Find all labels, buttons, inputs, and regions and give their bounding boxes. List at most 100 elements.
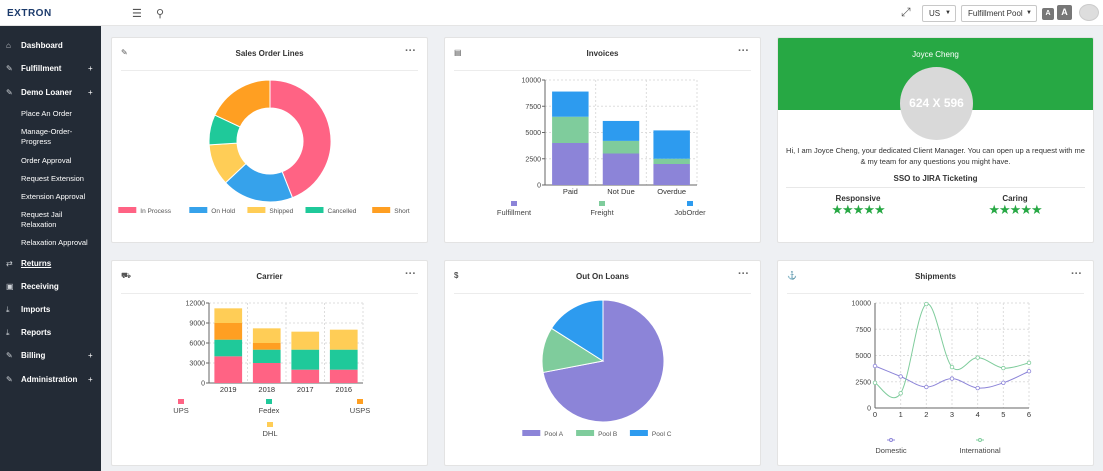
sidebar-item-label: Demo Loaner [21, 88, 73, 97]
legend-label: Cancelled [328, 208, 357, 215]
sidebar-item-label: Receiving [21, 282, 59, 291]
bar-dhl [329, 329, 358, 350]
legend-label: International [959, 446, 1001, 455]
fullscreen-icon[interactable]: ⤢ [901, 5, 911, 19]
legend-swatch [266, 399, 272, 404]
x-tick-label: 2 [924, 410, 928, 419]
dollar-icon: $ [454, 271, 459, 280]
sidebar-item-imports[interactable]: ⤓ Imports [0, 305, 101, 323]
sidebar-item-billing[interactable]: ✎ Billing + [0, 351, 101, 369]
sso-jira-link[interactable]: SSO to JIRA Ticketing [893, 174, 978, 183]
sidebar-item-returns[interactable]: ⇄ Returns [0, 259, 101, 277]
card-title: Invoices [586, 49, 619, 58]
ship-icon: ⚓ [787, 271, 797, 280]
bar-fedex [291, 349, 320, 370]
legend-swatch [178, 399, 184, 404]
sidebar-item-receiving[interactable]: ▣ Receiving [0, 282, 101, 300]
sidebar-item-label: Imports [21, 305, 51, 314]
carrier-card: ⛟ Carrier ··· 0 3000 6000 9000 12000 2019 2018… [111, 260, 428, 466]
sidebar-subitem-request-jail-relaxation[interactable]: Request Jail Relaxation [21, 210, 63, 229]
x-tick-label: 3 [950, 410, 954, 419]
legend-label: Domestic [875, 446, 907, 455]
card-menu-icon[interactable]: ··· [405, 268, 416, 280]
bar-fulfillment [653, 164, 690, 185]
bar-joborder [653, 130, 690, 159]
bar-usps [252, 343, 281, 350]
sidebar-item-label: Dashboard [21, 41, 63, 50]
sidebar-subitem-place-an-order[interactable]: Place An Order [21, 109, 72, 118]
edit-icon: ✎ [6, 351, 13, 360]
x-tick-label: 2018 [258, 385, 275, 394]
edit-icon: ✎ [121, 48, 128, 57]
search-icon[interactable]: ⚲ [156, 8, 165, 20]
card-menu-icon[interactable]: ··· [1071, 268, 1082, 280]
sidebar-item-administration[interactable]: ✎ Administration + [0, 375, 101, 393]
sidebar-item-dashboard[interactable]: ⌂ Dashboard [0, 41, 101, 59]
edit-icon: ✎ [6, 64, 13, 73]
legend-label: Short [394, 208, 410, 215]
divider [454, 293, 751, 294]
x-tick-label: 4 [976, 410, 980, 419]
legend-label: Fulfillment [497, 208, 532, 217]
card-header: ✎ Sales Order Lines ··· [112, 38, 427, 70]
rating-caring: Caring ★★★★★ [955, 194, 1075, 217]
home-icon: ⌂ [6, 41, 11, 50]
rating-responsive: Responsive ★★★★★ [798, 194, 918, 217]
card-title: Sales Order Lines [235, 49, 304, 58]
y-tick-label: 3000 [189, 361, 205, 368]
data-point [898, 391, 903, 396]
exchange-icon: ⇄ [6, 259, 13, 268]
logo[interactable]: EXTRON [7, 8, 52, 19]
font-small-button[interactable]: A [1042, 8, 1054, 20]
pool-select[interactable]: Fulfillment Pool ▼ [961, 5, 1037, 22]
expand-icon[interactable]: + [88, 88, 93, 97]
legend-swatch [357, 399, 363, 404]
legend-label: Pool B [598, 431, 617, 438]
card-menu-icon[interactable]: ··· [738, 268, 749, 280]
truck-icon: ⛟ [121, 271, 132, 280]
expand-icon[interactable]: + [88, 375, 93, 384]
rating-label: Responsive [835, 194, 881, 203]
slice-short [214, 79, 271, 128]
x-tick-label: Overdue [657, 187, 686, 196]
hamburger-menu-icon[interactable]: ☰ [132, 8, 142, 20]
sidebar-item-reports[interactable]: ⤓ Reports [0, 328, 101, 346]
sidebar-subitem-relaxation-approval[interactable]: Relaxation Approval [21, 238, 88, 247]
expand-icon[interactable]: + [88, 64, 93, 73]
data-point [949, 376, 955, 381]
legend-swatch [629, 430, 648, 436]
card-menu-icon[interactable]: ··· [405, 45, 416, 57]
sidebar-subitem-order-approval[interactable]: Order Approval [21, 156, 72, 165]
divider [121, 70, 418, 71]
legend-swatch [267, 422, 273, 427]
sidebar-item-demo-loaner[interactable]: ✎ Demo Loaner + [0, 88, 101, 106]
bar-joborder [602, 120, 640, 141]
font-large-button[interactable]: A [1057, 5, 1072, 20]
expand-icon[interactable]: + [88, 351, 93, 360]
y-tick-label: 5000 [855, 353, 871, 360]
y-tick-label: 12000 [186, 301, 206, 308]
sidebar-subitem-manage-order-progress[interactable]: Manage-Order-Progress [21, 127, 73, 146]
sidebar-subitem-extension-approval[interactable]: Extension Approval [21, 192, 86, 201]
carrier-chart: 0 3000 6000 9000 12000 2019 2018 2017 2016 UPS Fed… [173, 301, 370, 439]
card-menu-icon[interactable]: ··· [738, 45, 749, 57]
bar-fedex [252, 349, 281, 363]
legend-swatch [599, 201, 605, 206]
bar-dhl [214, 308, 243, 323]
data-point [1026, 369, 1032, 374]
country-select[interactable]: US ▼ [922, 5, 956, 22]
bar-fedex [329, 349, 358, 370]
country-select-value: US [929, 9, 941, 18]
sidebar-item-label: Billing [21, 351, 46, 360]
divider [786, 187, 1085, 188]
bar-joborder [552, 91, 589, 117]
legend-swatch [372, 207, 391, 213]
y-tick-label: 5000 [525, 130, 541, 137]
sidebar-item-fulfillment[interactable]: ✎ Fulfillment + [0, 64, 101, 82]
edit-icon: ✎ [6, 375, 13, 384]
edit-icon: ✎ [6, 88, 13, 97]
y-tick-label: 10000 [522, 78, 542, 85]
legend-label: Shipped [269, 208, 293, 215]
sidebar-subitem-request-extension[interactable]: Request Extension [21, 174, 84, 183]
user-avatar[interactable] [1079, 4, 1099, 21]
